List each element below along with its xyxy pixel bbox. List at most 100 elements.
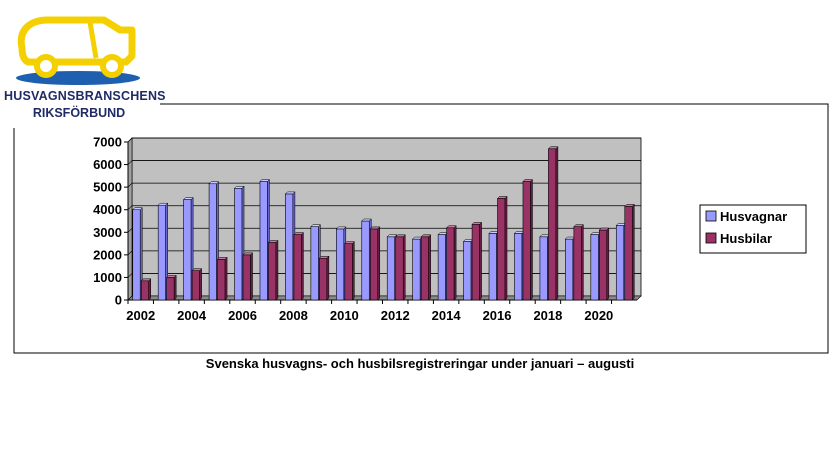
bar-husbilar-2020-side (606, 227, 610, 301)
bar-husbilar-2015-front (471, 224, 480, 301)
bar-husvagnar-2009-front (310, 226, 319, 301)
bar-husbilar-2007-side (275, 239, 279, 301)
chart-frame (13, 103, 829, 354)
bar-husvagnar-2020-top (590, 232, 601, 235)
bar-husvagnar-2016-front (488, 233, 497, 301)
gridline-diagonal (127, 250, 133, 256)
logo-text-line1: HUSVAGNSBRANSCHENS (4, 89, 166, 103)
bar-husvagnar-2008 (284, 191, 296, 301)
bar-husvagnar-2013-top (412, 236, 423, 240)
bar-husbilar-2020 (598, 227, 610, 301)
bar-husvagnar-2005 (208, 181, 220, 301)
bar-husbilar-2014-side (453, 225, 457, 301)
bar-husvagnar-2008-front (285, 193, 294, 301)
bar-husbilar-2004-side (199, 268, 202, 301)
bar-husvagnar-2004-front (183, 199, 192, 301)
legend-label-1: Husbilar (720, 231, 772, 246)
bar-husvagnar-2003-front (157, 204, 166, 301)
bar-husbilar-2011-side (377, 226, 381, 301)
bar-husbilar-2006-front (242, 254, 251, 301)
bar-husvagnar-2010-top (335, 226, 347, 230)
bar-husvagnar-2011-front (361, 220, 370, 301)
chart-caption: Svenska husvagns- och husbilsregistrerin… (205, 356, 635, 371)
bar-husbilar-2005-front (217, 259, 226, 301)
bar-husvagnar-2019-top (564, 236, 576, 240)
bar-husbilar-2021-top (624, 204, 635, 207)
bar-husbilar-2006-top (242, 252, 254, 256)
bar-husbilar-2009 (318, 255, 330, 301)
bar-husbilar-2018-top (547, 146, 559, 150)
bar-husbilar-2020-top (598, 227, 610, 231)
bar-husbilar-2018-side (555, 146, 559, 301)
bar-husbilar-2013 (420, 234, 432, 301)
bar-husbilar-2003-side (173, 274, 177, 301)
bar-husbilar-2002-top (140, 278, 152, 282)
bar-husbilar-2021 (624, 203, 635, 301)
bar-husvagnar-2014-front (437, 234, 446, 301)
x-tick-label: 2008 (279, 308, 308, 323)
y-tick-label: 6000 (93, 157, 122, 172)
y-tick-label: 0 (115, 293, 122, 308)
bar-husvagnar-2004 (183, 196, 194, 301)
bar-husbilar-2021-front (624, 206, 633, 301)
bar-husvagnar-2018-top (539, 234, 551, 238)
bar-husvagnar-2017-top (513, 231, 525, 234)
plot-floor (127, 295, 642, 301)
bar-husbilar-2010 (344, 240, 355, 301)
bar-husbilar-2015 (471, 221, 483, 301)
bar-husbilar-2004-front (191, 270, 200, 301)
bar-husvagnar-2021 (615, 222, 627, 301)
bar-husvagnar-2014-top (437, 232, 449, 235)
bar-husvagnar-2013 (412, 236, 423, 301)
legend-swatch-1 (705, 232, 717, 244)
bar-husvagnar-2005-top (208, 181, 220, 185)
bar-husbilar-2013-top (420, 234, 432, 238)
bar-husbilar-2013-front (420, 236, 429, 301)
gridline-diagonal (127, 137, 133, 143)
bar-husbilar-2010-side (352, 240, 355, 301)
bar-husbilar-2019-top (573, 224, 584, 227)
bar-husbilar-2005 (216, 256, 228, 301)
bar-husbilar-2017-front (522, 181, 531, 301)
bar-husvagnar-2002-top (132, 207, 143, 210)
plot-background (131, 137, 642, 297)
bar-husbilar-2006 (242, 252, 254, 301)
bar-husbilar-2012-side (402, 234, 406, 301)
bar-husvagnar-2018 (539, 234, 551, 301)
bar-husvagnar-2009 (310, 224, 321, 301)
bar-husbilar-2016 (496, 195, 508, 301)
bar-husbilar-2015-top (471, 222, 483, 225)
bar-husbilar-2008-top (293, 232, 305, 235)
bar-husvagnar-2004-top (183, 197, 194, 200)
bar-husbilar-2011-front (369, 228, 379, 301)
logo-text-line2: RIKSFÖRBUND (32, 106, 126, 120)
bar-husbilar-2005-side (224, 256, 228, 301)
bar-husbilar-2009-side (326, 255, 330, 301)
bar-husbilar-2012-top (395, 234, 406, 238)
bar-husbilar-2018 (547, 146, 559, 301)
bar-husbilar-2012 (395, 234, 406, 301)
bar-husbilar-2005-top (216, 257, 228, 260)
bar-husbilar-2017-top (522, 179, 534, 182)
bar-husbilar-2010-front (344, 243, 353, 301)
bar-husbilar-2008 (293, 231, 305, 301)
bar-husbilar-2004-top (191, 268, 203, 271)
bar-husbilar-2002-front (140, 280, 150, 301)
bar-husbilar-2014 (446, 225, 457, 301)
bar-husvagnar-2012 (386, 234, 398, 301)
y-tick-label: 2000 (93, 247, 122, 262)
bar-husvagnar-2016-top (488, 231, 500, 234)
bar-husbilar-2002 (140, 278, 152, 301)
bar-husbilar-2011-top (369, 226, 381, 230)
bar-husbilar-2002-side (148, 278, 151, 301)
bar-husvagnar-2002-front (132, 209, 141, 301)
bar-husvagnar-2003-top (157, 202, 169, 206)
bar-husbilar-2018-front (548, 148, 557, 301)
y-tick-label: 5000 (93, 180, 122, 195)
gridline-diagonal (127, 273, 133, 278)
x-tick-label: 2012 (381, 308, 410, 323)
legend-swatch-0 (705, 210, 717, 222)
bar-husbilar-2017-side (530, 178, 533, 301)
bar-husbilar-2007 (267, 239, 279, 301)
